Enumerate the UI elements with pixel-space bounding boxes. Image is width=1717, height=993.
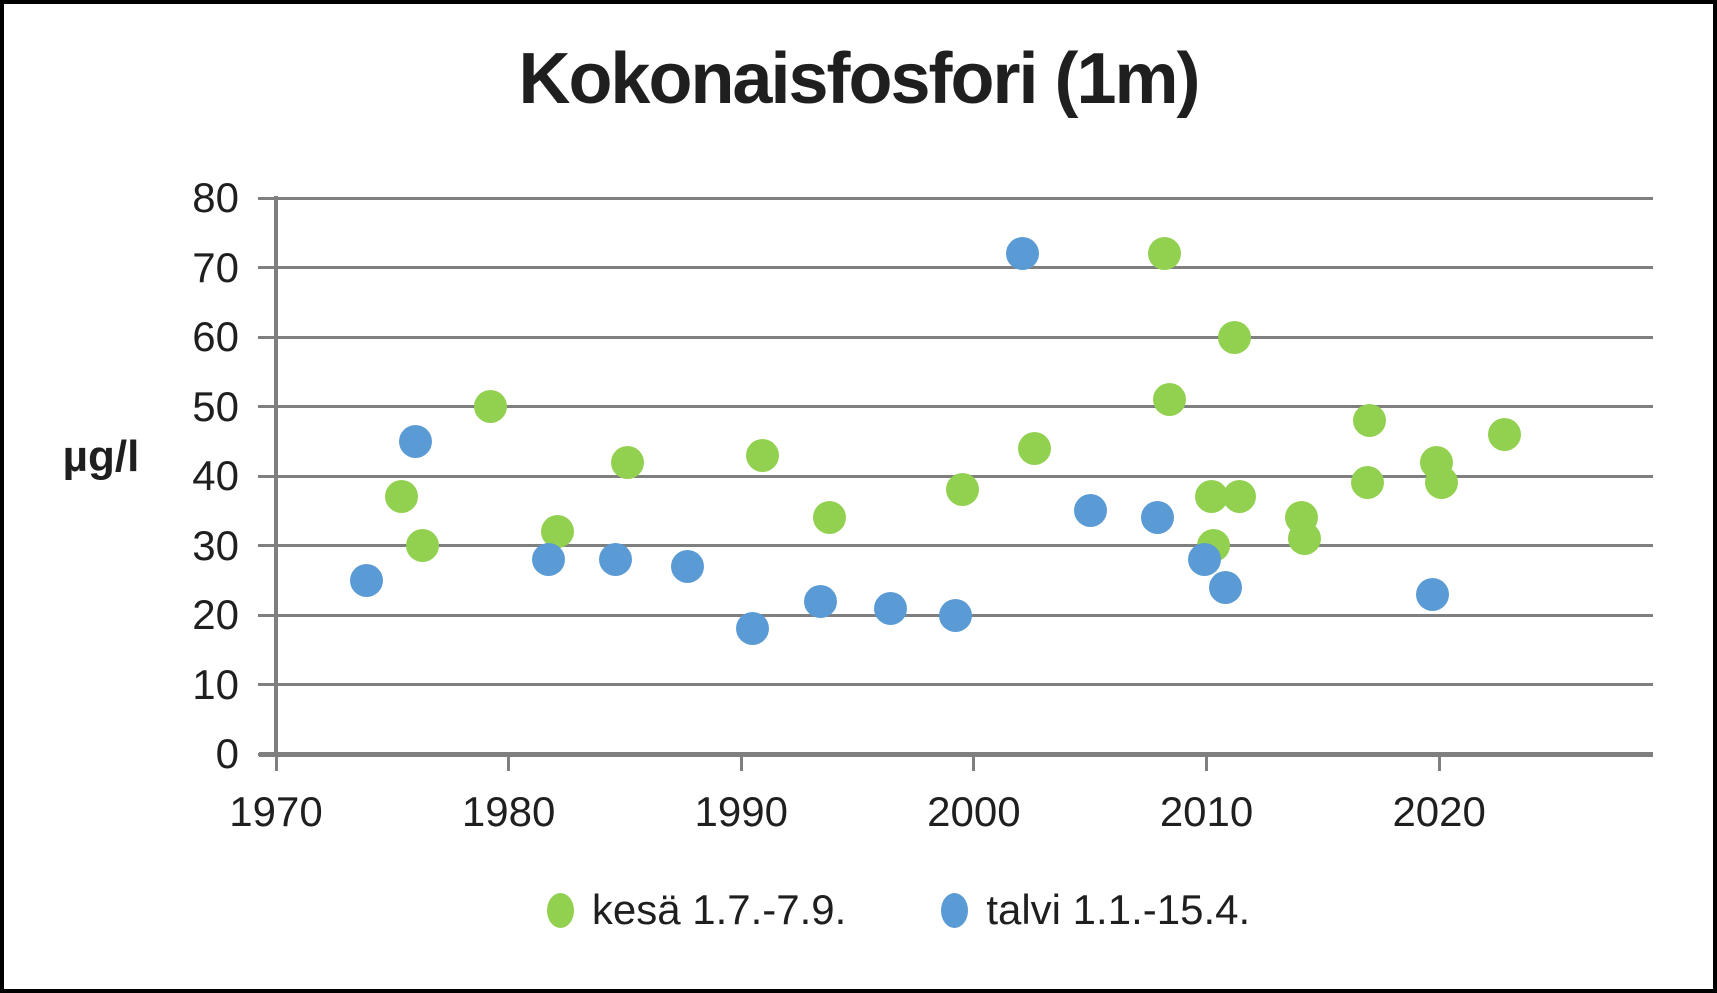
gridline (276, 335, 1653, 339)
y-tick-label: 10 (192, 660, 239, 708)
legend: kesä 1.7.-7.9. talvi 1.1.-15.4. (4, 886, 1713, 934)
y-tick-label: 20 (192, 591, 239, 638)
y-tick (258, 544, 275, 547)
y-tick (258, 266, 275, 269)
gridline (276, 544, 1653, 547)
y-tick (258, 474, 275, 478)
data-point-kesa (1287, 522, 1321, 556)
data-point-talvi (1141, 501, 1175, 535)
legend-marker-kesa-icon (546, 892, 574, 928)
data-point-kesa (610, 445, 644, 479)
legend-item-talvi: talvi 1.1.-15.4. (941, 886, 1250, 934)
data-point-kesa (1487, 417, 1521, 451)
data-point-kesa (813, 501, 847, 535)
x-tick-label: 1970 (229, 788, 323, 835)
y-tick-label: 80 (192, 174, 239, 221)
legend-item-kesa: kesä 1.7.-7.9. (546, 886, 847, 934)
data-point-kesa (473, 390, 507, 423)
data-point-kesa (1352, 403, 1386, 437)
x-tick-label: 1980 (461, 788, 556, 835)
data-point-kesa (406, 529, 440, 562)
data-point-talvi (873, 591, 907, 625)
data-point-kesa (945, 473, 979, 507)
y-tick (258, 335, 275, 339)
data-point-kesa (1017, 431, 1051, 465)
y-tick (258, 752, 275, 756)
data-point-talvi (1187, 542, 1221, 576)
legend-label-kesa: kesä 1.7.-7.9. (591, 886, 847, 933)
x-tick-label: 1990 (694, 788, 788, 835)
y-tick-label: 30 (192, 521, 239, 569)
legend-label-talvi: talvi 1.1.-15.4. (986, 886, 1251, 933)
x-tick (739, 754, 743, 771)
x-tick (1437, 754, 1441, 771)
data-point-kesa (1222, 480, 1256, 514)
y-tick (258, 196, 275, 200)
data-point-kesa (1152, 383, 1186, 417)
data-point-talvi (1415, 577, 1449, 611)
y-axis-label: µg/l (62, 432, 140, 481)
data-point-kesa (385, 480, 419, 514)
y-tick (258, 683, 275, 686)
chart-title: Kokonaisfosfori (1m) (518, 39, 1200, 119)
data-point-kesa (540, 515, 574, 549)
gridline (276, 266, 1653, 269)
data-point-talvi (399, 424, 433, 458)
data-point-kesa (1148, 237, 1182, 271)
data-point-kesa (1425, 466, 1458, 500)
y-axis-line (274, 196, 278, 756)
data-point-kesa (1350, 466, 1384, 500)
data-point-talvi (1073, 494, 1107, 528)
data-point-kesa (745, 438, 779, 472)
y-tick-label: 50 (192, 382, 239, 430)
y-tick-label: 70 (192, 243, 239, 291)
x-tick (972, 754, 976, 771)
data-point-talvi (671, 549, 705, 583)
x-tick (274, 754, 278, 771)
x-tick-label: 2010 (1159, 788, 1254, 835)
x-tick-label: 2020 (1392, 788, 1486, 835)
y-tick (258, 405, 275, 408)
gridline (276, 683, 1653, 686)
gridline (276, 196, 1653, 200)
y-tick-label: 60 (192, 313, 239, 360)
x-tick (1205, 754, 1209, 771)
y-tick (258, 613, 275, 617)
data-point-talvi (938, 598, 972, 632)
x-axis-line (259, 751, 1653, 757)
gridline (276, 405, 1653, 408)
data-point-kesa (1217, 320, 1251, 354)
data-point-talvi (803, 584, 837, 618)
data-point-talvi (531, 542, 565, 576)
data-point-kesa (1194, 480, 1228, 514)
data-point-talvi (1208, 570, 1242, 604)
data-point-talvi (736, 612, 770, 646)
legend-marker-talvi-icon (941, 892, 969, 928)
y-tick-label: 40 (192, 452, 239, 499)
data-point-talvi (599, 542, 633, 576)
y-tick-label: 0 (215, 730, 239, 777)
data-point-talvi (350, 563, 384, 597)
data-point-talvi (1006, 237, 1040, 271)
x-tick (507, 754, 511, 771)
x-tick-label: 2000 (927, 788, 1021, 835)
